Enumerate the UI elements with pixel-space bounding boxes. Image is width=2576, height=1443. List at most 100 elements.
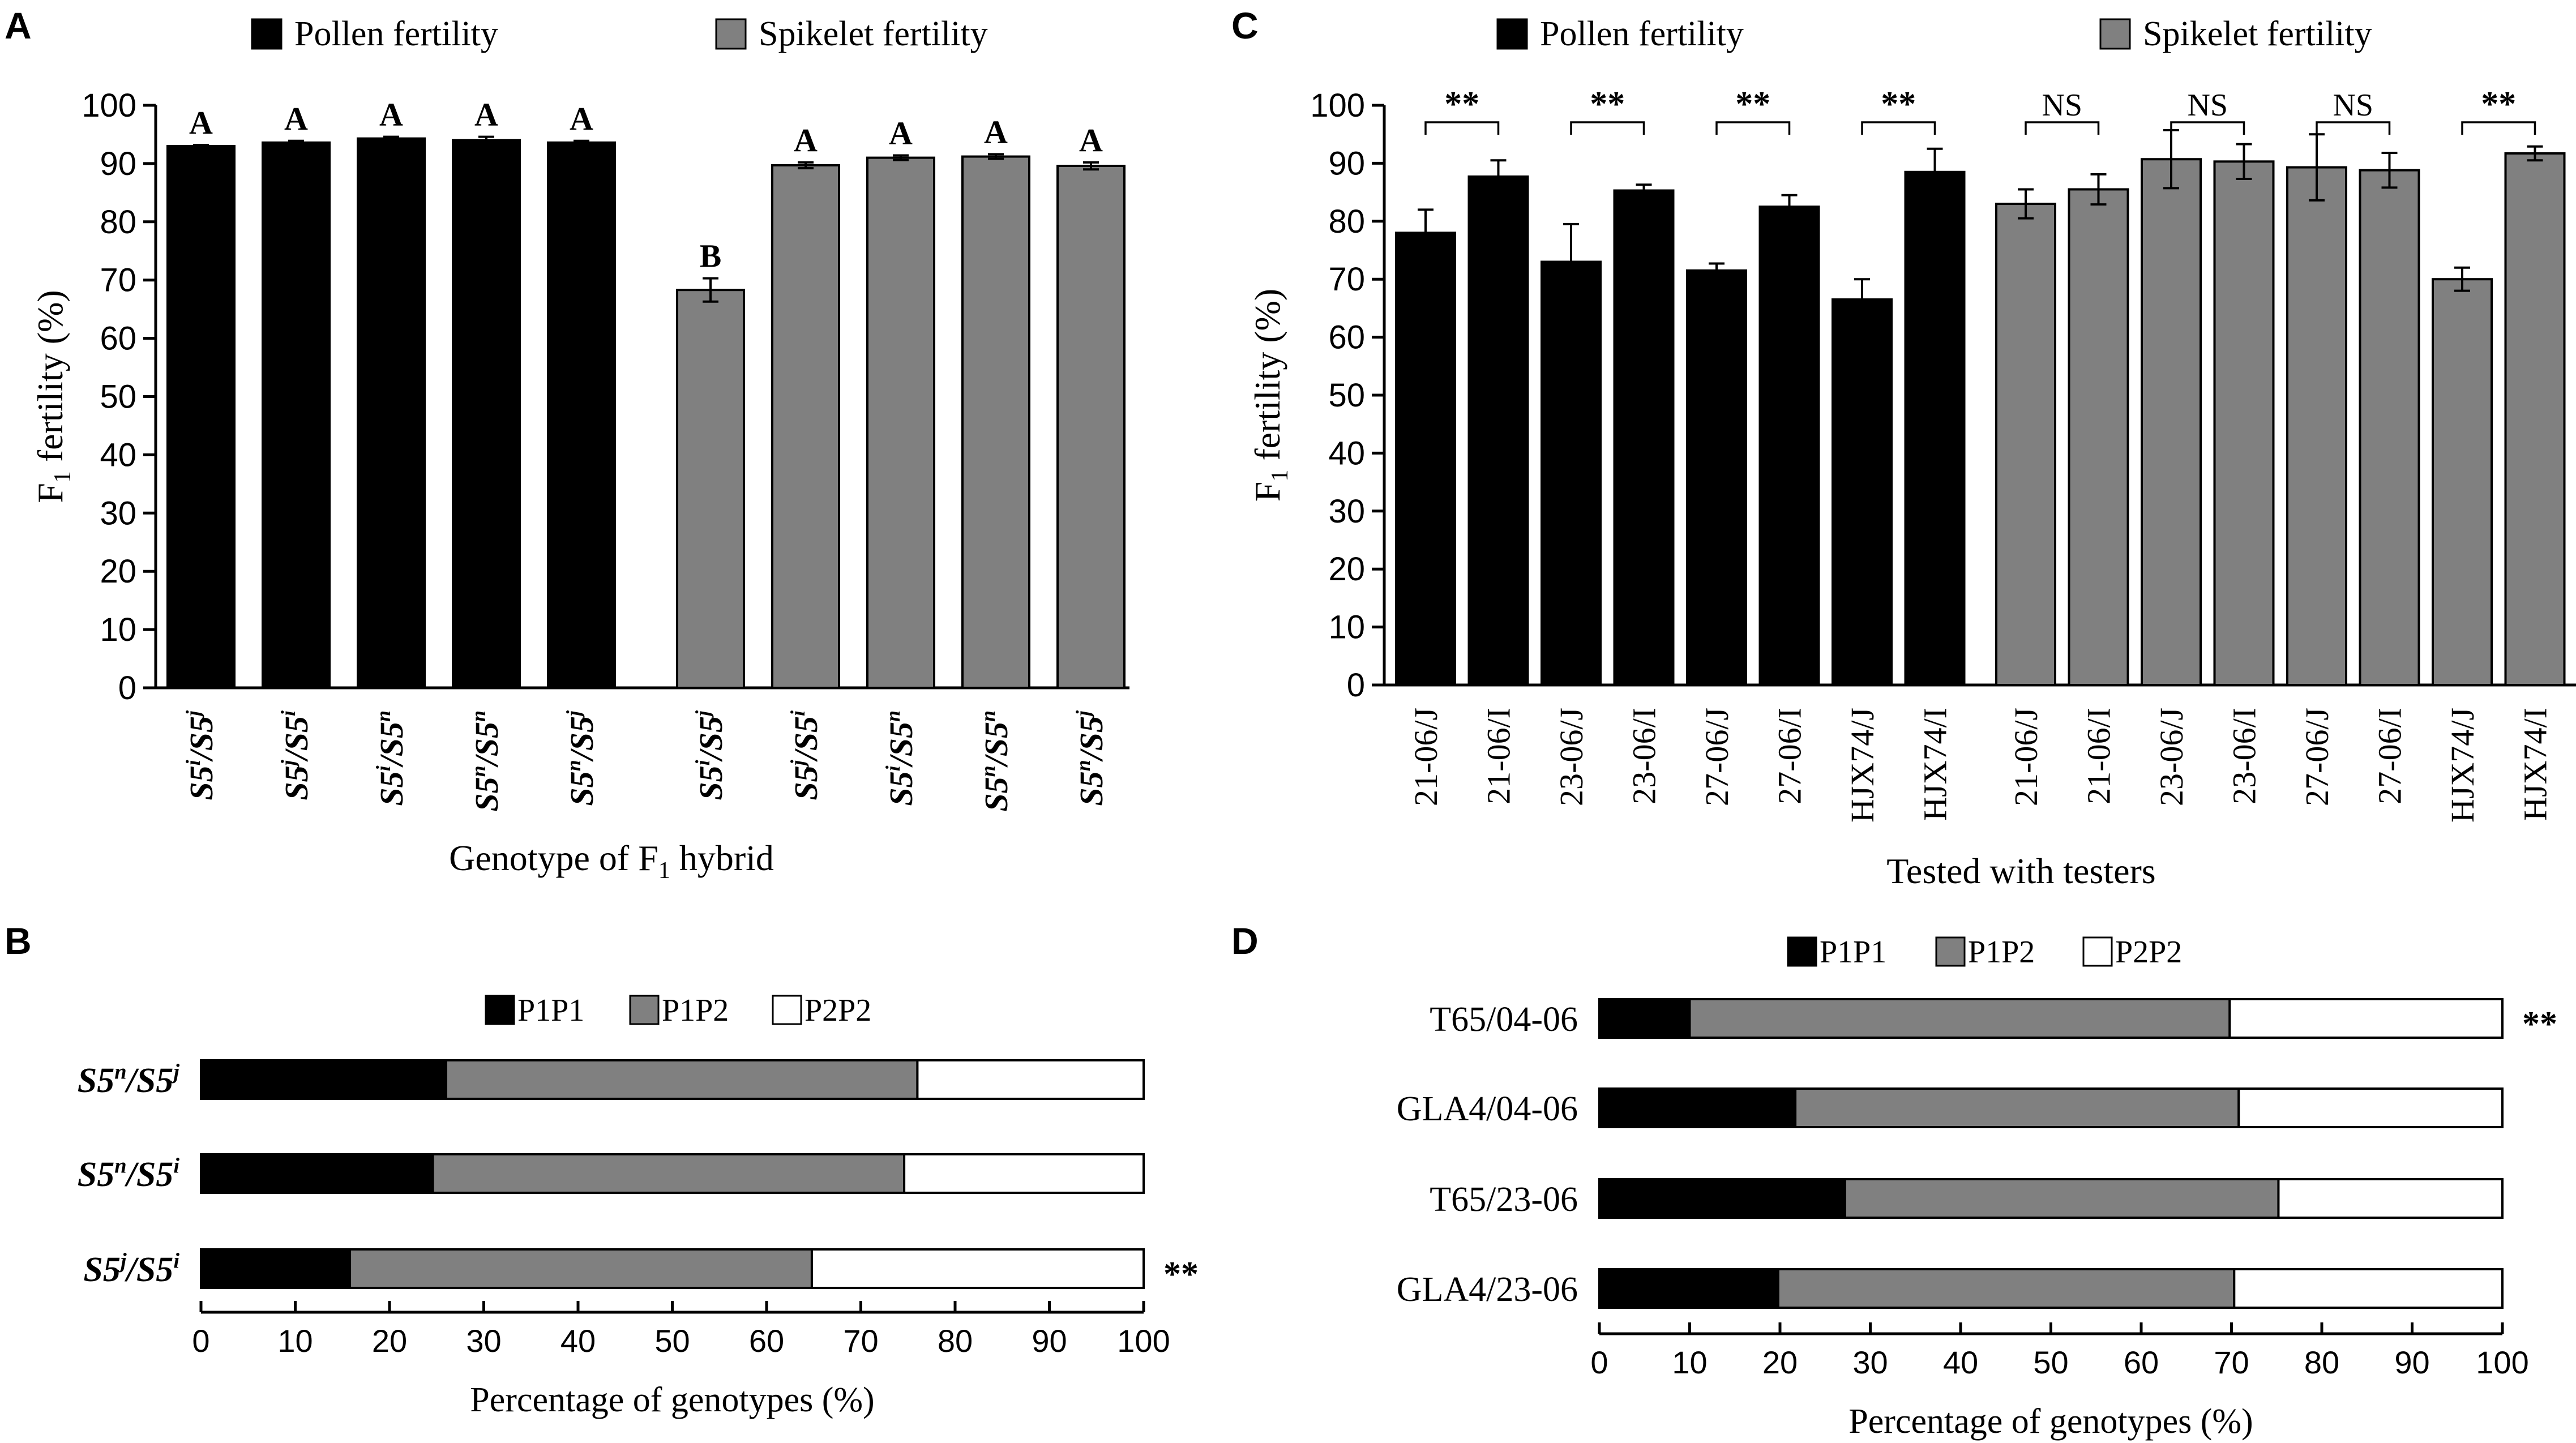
legend-label: Spikelet fertility	[759, 15, 988, 53]
x-tick-label: 40	[560, 1323, 596, 1359]
x-tick-label: S5j/S5i	[786, 710, 824, 800]
bar	[1904, 170, 1966, 686]
bar	[1395, 232, 1456, 686]
x-tick-label: S5i/S5n	[372, 710, 410, 806]
x-tick-label: 30	[466, 1323, 501, 1359]
genotype-part: /S5	[183, 716, 220, 762]
stacked-segment	[2237, 1087, 2504, 1128]
panel-letter-B: B	[5, 920, 32, 962]
comparison-bracket	[2461, 121, 2536, 135]
comparison-bracket	[2316, 121, 2391, 135]
y-tick-label: 90	[1328, 145, 1365, 182]
bar	[1056, 165, 1126, 689]
genotype-part: /S5	[692, 716, 729, 762]
x-tick-label: 20	[1762, 1344, 1798, 1380]
genotype-part: S5	[468, 777, 505, 811]
genotype-superscript: n	[114, 1060, 126, 1084]
x-tick-label: 23-06/I	[1626, 708, 1663, 804]
x-tick-label: 70	[2214, 1344, 2249, 1380]
y-tick-label: 80	[1328, 203, 1365, 240]
x-axis-title-part: hybrid	[670, 838, 774, 878]
y-tick-label: 90	[100, 145, 136, 182]
x-tick-label: 0	[1590, 1344, 1608, 1380]
genotype-part: S5	[978, 777, 1015, 811]
legend-swatch	[251, 18, 283, 50]
x-tick-label: 70	[843, 1323, 878, 1359]
legend-label: P2P2	[2115, 935, 2182, 970]
x-tick-label: HJX74/J	[1844, 708, 1881, 823]
stacked-segment	[2277, 1178, 2504, 1219]
genotype-superscript: n	[372, 710, 395, 722]
legend-label: Pollen fertility	[1540, 15, 1744, 53]
legend-swatch	[629, 995, 660, 1025]
y-tick-label: 40	[1328, 435, 1365, 472]
y-tick-label: 80	[100, 204, 136, 241]
y-tick-label: 60	[100, 320, 136, 357]
genotype-part: S5	[78, 1155, 114, 1194]
comparison-label: **	[1735, 85, 1770, 123]
comparison-bracket	[2025, 121, 2100, 135]
y-tick-label: 30	[1328, 493, 1365, 530]
genotype-superscript: i	[372, 765, 395, 771]
x-tick-label: 90	[1032, 1323, 1067, 1359]
y-axis-title-part: F	[30, 483, 70, 503]
y-axis-title: F1 fertility (%)	[30, 290, 76, 503]
y-tick-label: 40	[100, 436, 136, 473]
genotype-part: /S5	[978, 722, 1015, 768]
legend-swatch	[1787, 936, 1817, 967]
stacked-segment	[200, 1059, 447, 1100]
bar	[1467, 175, 1529, 686]
stacked-segment	[444, 1059, 919, 1100]
comparison-bracket	[1424, 121, 1500, 135]
x-tick-label: 60	[2124, 1344, 2159, 1380]
y-axis-title-part: fertility (%)	[1247, 289, 1287, 470]
comparison-bracket	[2170, 121, 2245, 135]
x-tick-label: 0	[192, 1323, 209, 1359]
y-axis-title-part: fertility (%)	[30, 290, 70, 471]
significance-letter: A	[984, 113, 1008, 150]
genotype-part: S5	[1073, 771, 1110, 806]
x-tick-label: S5j/S5i	[277, 710, 315, 800]
x-tick-label: 80	[938, 1323, 973, 1359]
stacked-segment	[1598, 1178, 1846, 1219]
stacked-segment	[2233, 1268, 2504, 1309]
y-axis-title-part: F	[1247, 482, 1287, 502]
genotype-part: S5	[692, 765, 729, 800]
comparison-bracket	[1861, 121, 1936, 135]
comparison-bracket	[1570, 121, 1645, 135]
y-tick-label: 70	[1328, 261, 1365, 298]
x-tick-label: 80	[2304, 1344, 2339, 1380]
y-tick-label: 70	[100, 262, 136, 299]
comparison-label: NS	[2042, 88, 2082, 123]
genotype-superscript: i	[182, 760, 204, 765]
bar	[2504, 152, 2566, 686]
genotype-part: S5	[83, 1251, 120, 1289]
x-tick-label: S5n/S5j	[1072, 710, 1110, 806]
significance-letter: A	[794, 122, 818, 159]
legend-label: P1P1	[1820, 935, 1886, 970]
genotype-part: S5	[563, 771, 600, 806]
stacked-segment	[200, 1153, 434, 1194]
x-tick-label: 21-06/I	[1480, 708, 1517, 804]
row-label: S5n/S5i	[78, 1154, 180, 1194]
x-tick-label: 21-06/J	[2008, 708, 2044, 806]
y-tick-label: 20	[100, 553, 136, 590]
y-tick-label: 20	[1328, 551, 1365, 588]
genotype-superscript: i	[173, 1154, 179, 1177]
comparison-label: **	[2481, 85, 2516, 123]
legend-label: Spikelet fertility	[2143, 15, 2372, 53]
significance-letter: A	[379, 96, 403, 133]
legend-swatch	[2082, 936, 2113, 967]
row-label: GLA4/04-06	[1397, 1090, 1578, 1128]
genotype-part: /S5	[883, 722, 919, 768]
genotype-part: S5	[278, 765, 315, 800]
bar	[2359, 169, 2420, 686]
significance-letter: A	[474, 96, 498, 133]
genotype-part: /S5	[468, 722, 505, 768]
stacked-segment	[903, 1153, 1145, 1194]
comparison-label: **	[1590, 85, 1625, 123]
y-tick-label: 100	[82, 87, 136, 124]
significance-letter: A	[570, 100, 593, 137]
bar	[547, 141, 616, 689]
